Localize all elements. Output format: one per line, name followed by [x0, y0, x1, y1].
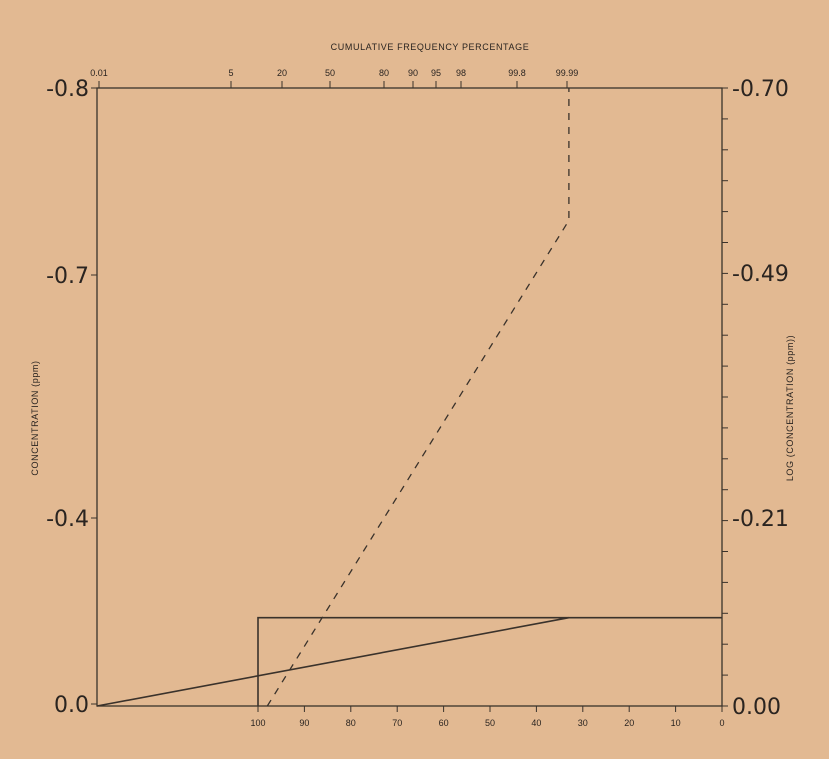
- bottom-tick-label: 30: [578, 718, 588, 728]
- bottom-tick-label: 0: [719, 718, 724, 728]
- left-tick-label: 0.0: [54, 693, 89, 718]
- bottom-tick-label: 90: [299, 718, 309, 728]
- left-tick-label: -0.8: [46, 77, 89, 102]
- plot-frame: [96, 87, 723, 707]
- right-tick-label: 0.00: [732, 695, 781, 720]
- bottom-tick-label: 40: [531, 718, 541, 728]
- bottom-tick-label: 50: [485, 718, 495, 728]
- axis-ticks: [91, 81, 728, 712]
- top-tick-label: 90: [408, 68, 418, 78]
- top-tick-label: 5: [228, 68, 233, 78]
- left-tick-label: -0.4: [46, 507, 89, 532]
- top-tick-label: 98: [456, 68, 466, 78]
- tick-labels: 100 90 80 70 60 50 40 30 20 10 00.01 5 20 50 80 90 95 98 9…: [46, 68, 789, 728]
- top-axis-title: CUMULATIVE FREQUENCY PERCENTAGE: [331, 42, 530, 52]
- top-tick-label: 99.8: [508, 68, 526, 78]
- right-tick-label: -0.70: [732, 77, 789, 102]
- series-layer: [96, 88, 722, 707]
- right-axis-title: LOG (CONCENTRATION (ppm)): [785, 335, 795, 481]
- bottom-tick-label: 70: [392, 718, 402, 728]
- series-line-3: [266, 88, 570, 707]
- right-tick-label: -0.49: [732, 262, 789, 287]
- right-tick-label: -0.21: [732, 507, 789, 532]
- left-axis-title: CONCENTRATION (ppm): [30, 360, 40, 475]
- top-tick-label: 50: [325, 68, 335, 78]
- top-tick-label: 95: [431, 68, 441, 78]
- bottom-tick-label: 10: [671, 718, 681, 728]
- left-tick-label: -0.7: [46, 264, 89, 289]
- top-tick-label: 0.01: [90, 68, 108, 78]
- bottom-tick-label: 80: [346, 718, 356, 728]
- top-tick-label: 99.99: [556, 68, 579, 78]
- series-line-2: [257, 616, 722, 706]
- plot-border: [96, 87, 723, 707]
- top-tick-label: 20: [277, 68, 287, 78]
- bottom-tick-label: 20: [624, 718, 634, 728]
- bottom-tick-label: 60: [439, 718, 449, 728]
- series-line-1: [96, 616, 570, 707]
- top-tick-label: 80: [379, 68, 389, 78]
- bottom-tick-label: 100: [250, 718, 265, 728]
